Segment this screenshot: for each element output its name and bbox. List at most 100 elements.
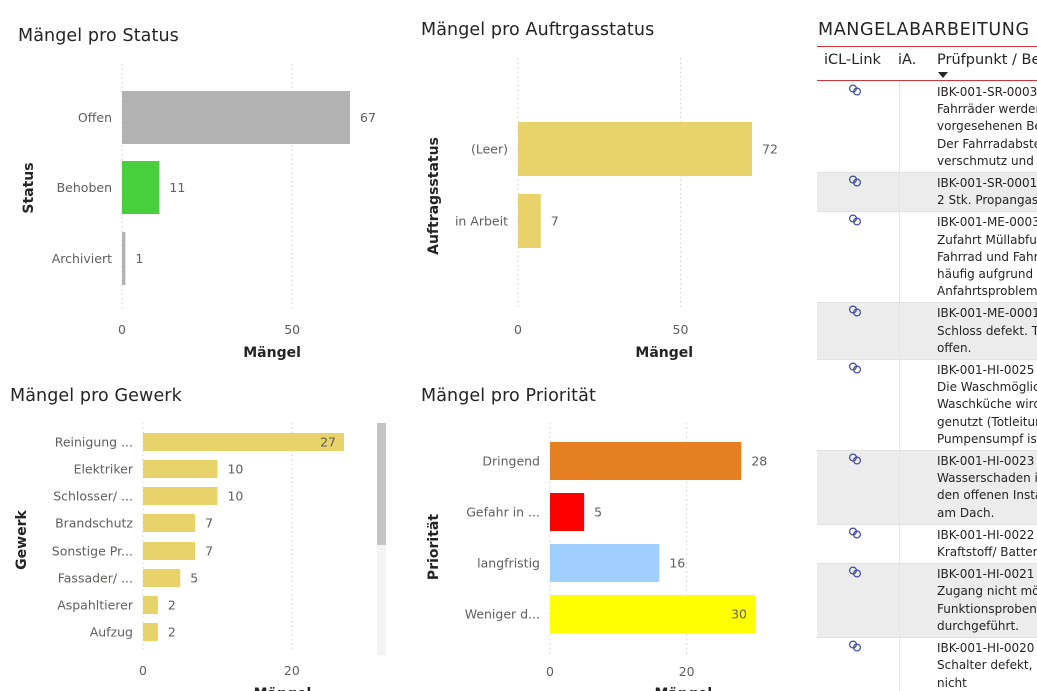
category-label: Fassader/ ... <box>58 571 133 586</box>
x-axis-title: Mängel <box>243 345 301 361</box>
category-label: Archiviert <box>52 251 112 266</box>
data-label: 10 <box>227 489 243 504</box>
pruefpunkt-cell: IBK-001-HI-0023 Wasserschaden im den off… <box>937 454 1037 520</box>
bar-3 <box>143 487 218 505</box>
category-label: Weniger d... <box>465 607 540 622</box>
data-label: 10 <box>227 462 243 477</box>
x-tick-label: 0 <box>514 322 522 337</box>
table-title: MANGELABARBEITUNG <box>818 20 1030 40</box>
chart-prioritaet: Mängel pro Priorität 0 20 Dringend 28 Gefahr… <box>400 380 800 691</box>
data-label: 7 <box>205 516 213 531</box>
bar-1 <box>122 91 350 144</box>
data-label: 11 <box>169 180 185 195</box>
table-body: IBK-001-SR-0003 Fahrräder werden vorgese… <box>817 82 1037 691</box>
data-label: 28 <box>751 454 767 469</box>
x-axis-title: Mängel <box>254 686 312 691</box>
table-row[interactable]: IBK-001-HI-0021 Zugang nicht mög Funktio… <box>817 564 1037 639</box>
data-label: 2 <box>168 598 176 613</box>
category-label: Aufzug <box>90 625 133 640</box>
bar-7 <box>143 596 158 614</box>
data-label: 1 <box>135 251 143 266</box>
pruefpunkt-cell: IBK-001-HI-0020 Schalter defekt, La nich… <box>937 641 1037 690</box>
bar-8 <box>143 623 158 641</box>
bar-1 <box>550 442 742 480</box>
pruefpunkt-cell: IBK-001-SR-0001 2 Stk. Propangasfl <box>937 176 1037 208</box>
column-divider <box>899 638 900 691</box>
category-label: Dringend <box>482 454 540 469</box>
category-label: Brandschutz <box>55 516 133 531</box>
bar-4 <box>143 514 196 532</box>
bar-5 <box>143 542 196 560</box>
link-icon[interactable] <box>847 362 863 374</box>
x-axis-title: Mängel <box>654 686 712 691</box>
column-divider <box>899 524 900 564</box>
table-row[interactable]: IBK-001-HI-0022 Kraftstoff/ Batterie <box>817 524 1037 565</box>
link-icon[interactable] <box>847 527 863 539</box>
x-tick-label: 0 <box>546 664 554 679</box>
link-icon[interactable] <box>847 453 863 465</box>
header-bottom-divider <box>817 80 1037 81</box>
link-icon[interactable] <box>847 84 863 96</box>
bar-1 <box>143 433 344 451</box>
y-axis-title: Gewerk <box>14 510 30 570</box>
pruefpunkt-cell: IBK-001-HI-0022 Kraftstoff/ Batterie <box>937 527 1037 560</box>
category-label: Sonstige Pr... <box>52 544 133 559</box>
column-header-pruefpunkt[interactable]: Prüfpunkt / Be <box>937 52 1037 68</box>
sort-descending-icon[interactable] <box>938 72 948 78</box>
column-divider <box>899 451 900 524</box>
pruefpunkt-cell: IBK-001-ME-0001 Schloss defekt. Tü offen… <box>937 306 1037 355</box>
link-icon[interactable] <box>847 640 863 652</box>
table-row[interactable]: IBK-001-HI-0025 Die Waschmöglich Waschkü… <box>817 360 1037 452</box>
x-tick-label: 20 <box>284 663 300 678</box>
chart-status: Mängel pro Status 0 50 Offen 67 Behoben 11 Arc… <box>0 0 400 370</box>
chart-gewerk: Mängel pro Gewerk 0 20 Reinigung ... 27 Elek… <box>0 380 400 691</box>
table-row[interactable]: IBK-001-SR-0003 Fahrräder werden vorgese… <box>817 82 1037 174</box>
category-label: Aspahltierer <box>57 598 134 613</box>
chart-title: Mängel pro Status <box>18 26 179 46</box>
chart-scrollbar-thumb[interactable] <box>377 423 386 545</box>
category-label: (Leer) <box>471 142 508 157</box>
bar-3 <box>550 544 660 582</box>
category-label: Schlosser/ ... <box>53 489 133 504</box>
chart-prioritaet-svg: 0 20 Dringend 28 Gefahr in ... 5 langfristig 16… <box>426 423 767 691</box>
column-header-icl-link[interactable]: iCL-Link <box>824 52 881 68</box>
link-icon[interactable] <box>847 566 863 578</box>
column-header-ia[interactable]: iA. <box>898 52 917 68</box>
chart-auftragsstatus-svg: 0 50 (Leer) 72 in Arbeit 7 Mängel Auftragsstatu… <box>426 58 778 361</box>
link-icon[interactable] <box>847 305 863 317</box>
chart-auftragsstatus: Mängel pro Auftrgasstatus 0 50 (Leer) 72 in … <box>400 0 800 370</box>
x-tick-label: 50 <box>673 322 689 337</box>
data-label: 7 <box>551 214 559 229</box>
link-icon[interactable] <box>847 175 863 187</box>
column-divider <box>899 82 900 173</box>
category-label: Elektriker <box>74 462 134 477</box>
chart-title: Mängel pro Auftrgasstatus <box>421 20 655 40</box>
data-label: 5 <box>594 505 602 520</box>
data-label: 30 <box>731 607 747 622</box>
data-label: 27 <box>320 435 336 450</box>
category-label: Reinigung ... <box>55 435 133 450</box>
table-row[interactable]: IBK-001-SR-0001 2 Stk. Propangasfl <box>817 173 1037 213</box>
bar-6 <box>143 569 181 587</box>
data-label: 7 <box>205 544 213 559</box>
table-row[interactable]: IBK-001-ME-0001 Schloss defekt. Tü offen… <box>817 303 1037 361</box>
link-icon[interactable] <box>847 214 863 226</box>
bar-1 <box>518 122 752 176</box>
pruefpunkt-cell: IBK-001-HI-0025 Die Waschmöglich Waschkü… <box>937 363 1037 446</box>
chart-title: Mängel pro Priorität <box>421 386 596 406</box>
bar-2 <box>518 194 541 248</box>
pruefpunkt-cell: IBK-001-SR-0003 Fahrräder werden vorgese… <box>937 85 1037 168</box>
bar-2 <box>143 460 218 478</box>
mangelabarbeitung-table: MANGELABARBEITUNG iCL-Link iA. Prüfpunkt… <box>817 0 1037 691</box>
category-label: in Arbeit <box>455 214 508 229</box>
table-row[interactable]: IBK-001-HI-0023 Wasserschaden im den off… <box>817 451 1037 525</box>
table-row[interactable]: IBK-001-ME-0003 Zufahrt Müllabfuh Fahrra… <box>817 212 1037 304</box>
table-row[interactable]: IBK-001-HI-0020 Schalter defekt, La nich… <box>817 638 1037 691</box>
x-tick-label: 0 <box>118 322 126 337</box>
column-divider <box>899 303 900 360</box>
bar-4 <box>550 595 755 633</box>
y-axis-title: Priorität <box>426 514 442 580</box>
y-axis-title: Auftragsstatus <box>426 137 442 255</box>
column-divider <box>899 212 900 303</box>
